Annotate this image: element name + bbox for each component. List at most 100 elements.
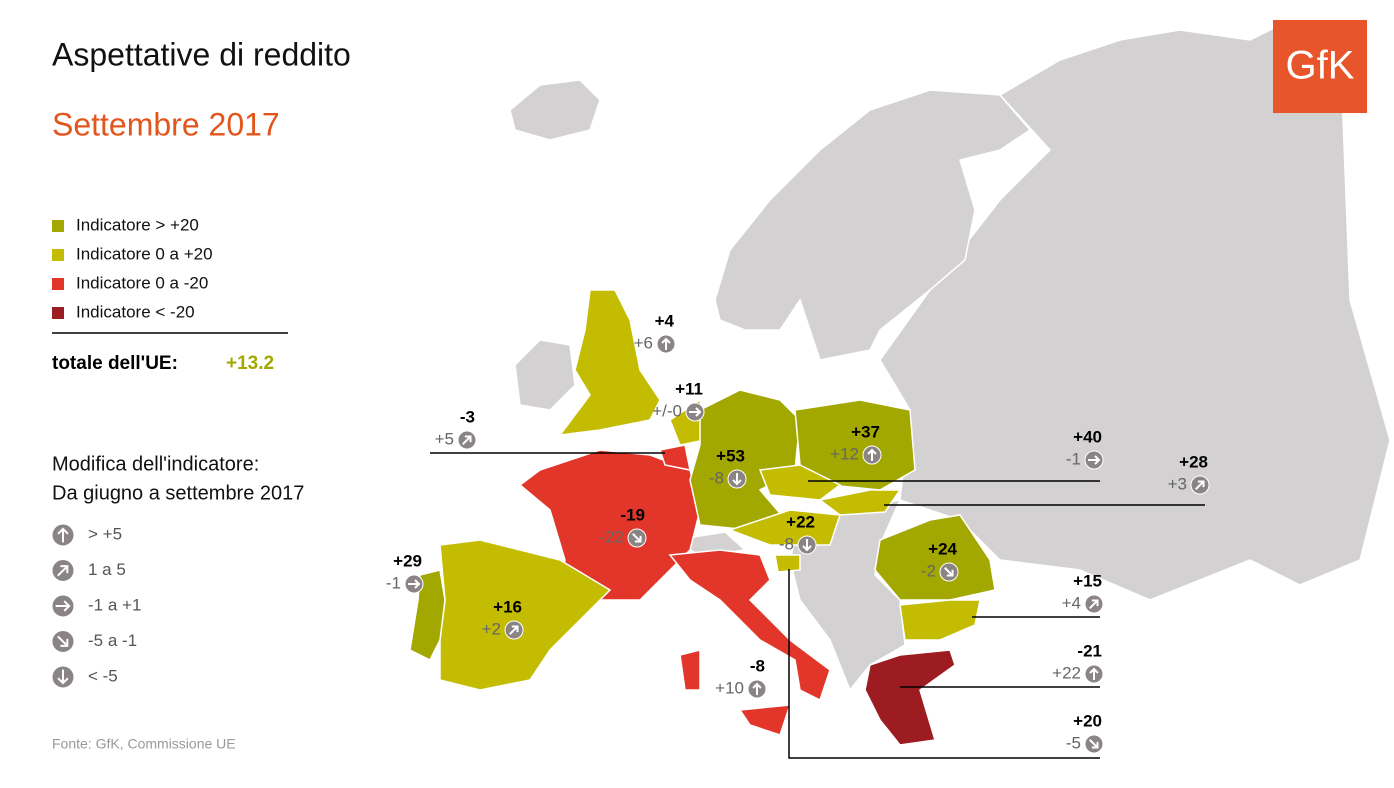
legend-label: Indicatore < -20: [76, 302, 195, 321]
arrow: [1088, 455, 1101, 465]
subtitle: Settembre 2017: [52, 106, 280, 142]
country-indicator: +24: [928, 539, 957, 558]
country-change: +3: [1168, 474, 1187, 493]
arrow: [462, 435, 472, 445]
country: [727, 509, 842, 546]
arrow-icon: [1190, 475, 1210, 495]
country-change: +10: [715, 678, 744, 697]
country-indicator: +37: [851, 422, 880, 441]
arrow: [1089, 739, 1099, 749]
change-legend-title: Modifica dell'indicatore:: [52, 453, 259, 475]
country-indicator: +16: [493, 597, 522, 616]
arrow: [752, 682, 762, 695]
country: [679, 649, 701, 691]
country: [409, 569, 446, 662]
title: Aspettative di reddito: [52, 36, 351, 72]
country-change: +2: [482, 619, 501, 638]
arrow-icon: [656, 334, 676, 354]
country-change: +12: [830, 444, 859, 463]
arrow: [944, 567, 954, 577]
legend-label: Indicatore > +20: [76, 215, 199, 234]
land: [514, 339, 576, 411]
arrow: [55, 600, 71, 612]
country-change: -22: [599, 527, 624, 546]
country: [899, 599, 981, 641]
country-indicator: +53: [716, 446, 745, 465]
arrow-icon: [51, 559, 75, 582]
country-change: +/-0: [652, 401, 682, 420]
country: [758, 464, 842, 501]
country-indicator: +40: [1073, 427, 1102, 446]
legend-swatch: [52, 307, 64, 319]
arrow: [689, 407, 702, 417]
change-legend-label: -5 a -1: [88, 631, 137, 650]
country-change: +22: [1052, 663, 1081, 682]
arrow-icon: [51, 630, 75, 653]
country-change: -5: [1066, 733, 1081, 752]
arrow-icon: [727, 469, 747, 489]
arrow-icon: [747, 679, 767, 699]
country: [864, 649, 956, 746]
change-legend-label: 1 a 5: [88, 560, 126, 579]
legend-label: Indicatore 0 a +20: [76, 244, 213, 263]
arrow: [57, 565, 69, 577]
country-change: +4: [1062, 593, 1081, 612]
country-indicator: +22: [786, 512, 815, 531]
arrow-icon: [685, 402, 705, 422]
country: [689, 389, 801, 531]
arrow: [1089, 667, 1099, 680]
country-indicator: +20: [1073, 711, 1102, 730]
country-indicator: +4: [655, 311, 675, 330]
arrow-icon: [797, 535, 817, 555]
arrow-icon: [1084, 664, 1104, 684]
change-legend-label: > +5: [88, 524, 122, 543]
legend-swatch: [52, 278, 64, 290]
country-indicator: +29: [393, 551, 422, 570]
change-legend-label: -1 a +1: [88, 595, 141, 614]
country-indicator: -21: [1077, 641, 1102, 660]
arrow-icon: [939, 562, 959, 582]
arrow-icon: [627, 528, 647, 548]
arrow: [632, 533, 642, 543]
land: [789, 498, 906, 692]
arrow-icon: [404, 574, 424, 594]
country-change: -2: [921, 561, 936, 580]
country: [774, 554, 801, 573]
legend-swatch: [52, 220, 64, 232]
change-legend-label: < -5: [88, 666, 118, 685]
country-indicator: -3: [460, 407, 475, 426]
country: [558, 289, 661, 436]
legend-swatch: [52, 249, 64, 261]
country-change: -1: [386, 573, 401, 592]
land: [714, 89, 1032, 361]
arrow-icon: [862, 445, 882, 465]
country: [668, 549, 831, 702]
logo: GfK: [1286, 44, 1355, 88]
arrow: [509, 625, 519, 635]
country-indicator: -8: [750, 656, 765, 675]
country: [818, 489, 902, 516]
land: [879, 19, 1391, 601]
total-label: totale dell'UE:: [52, 353, 178, 374]
arrow-icon: [1084, 450, 1104, 470]
arrow: [802, 539, 812, 552]
change-legend-title: Da giugno a settembre 2017: [52, 482, 304, 504]
arrow: [1195, 480, 1205, 490]
land: [509, 79, 601, 141]
arrow: [661, 337, 671, 350]
logo-box: [1273, 20, 1367, 113]
country-change: -1: [1066, 449, 1081, 468]
country-change: -8: [779, 534, 794, 553]
country: [738, 704, 792, 736]
map: [409, 19, 1391, 759]
arrow-icon: [51, 594, 75, 618]
source: Fonte: GfK, Commissione UE: [52, 736, 236, 752]
country: [659, 444, 691, 471]
arrow-icon: [1084, 734, 1104, 754]
arrow-icon: [504, 620, 524, 640]
country: [874, 514, 996, 601]
arrow: [1089, 599, 1099, 609]
legend-label: Indicatore 0 a -20: [76, 273, 208, 292]
total-value: +13.2: [226, 353, 274, 374]
